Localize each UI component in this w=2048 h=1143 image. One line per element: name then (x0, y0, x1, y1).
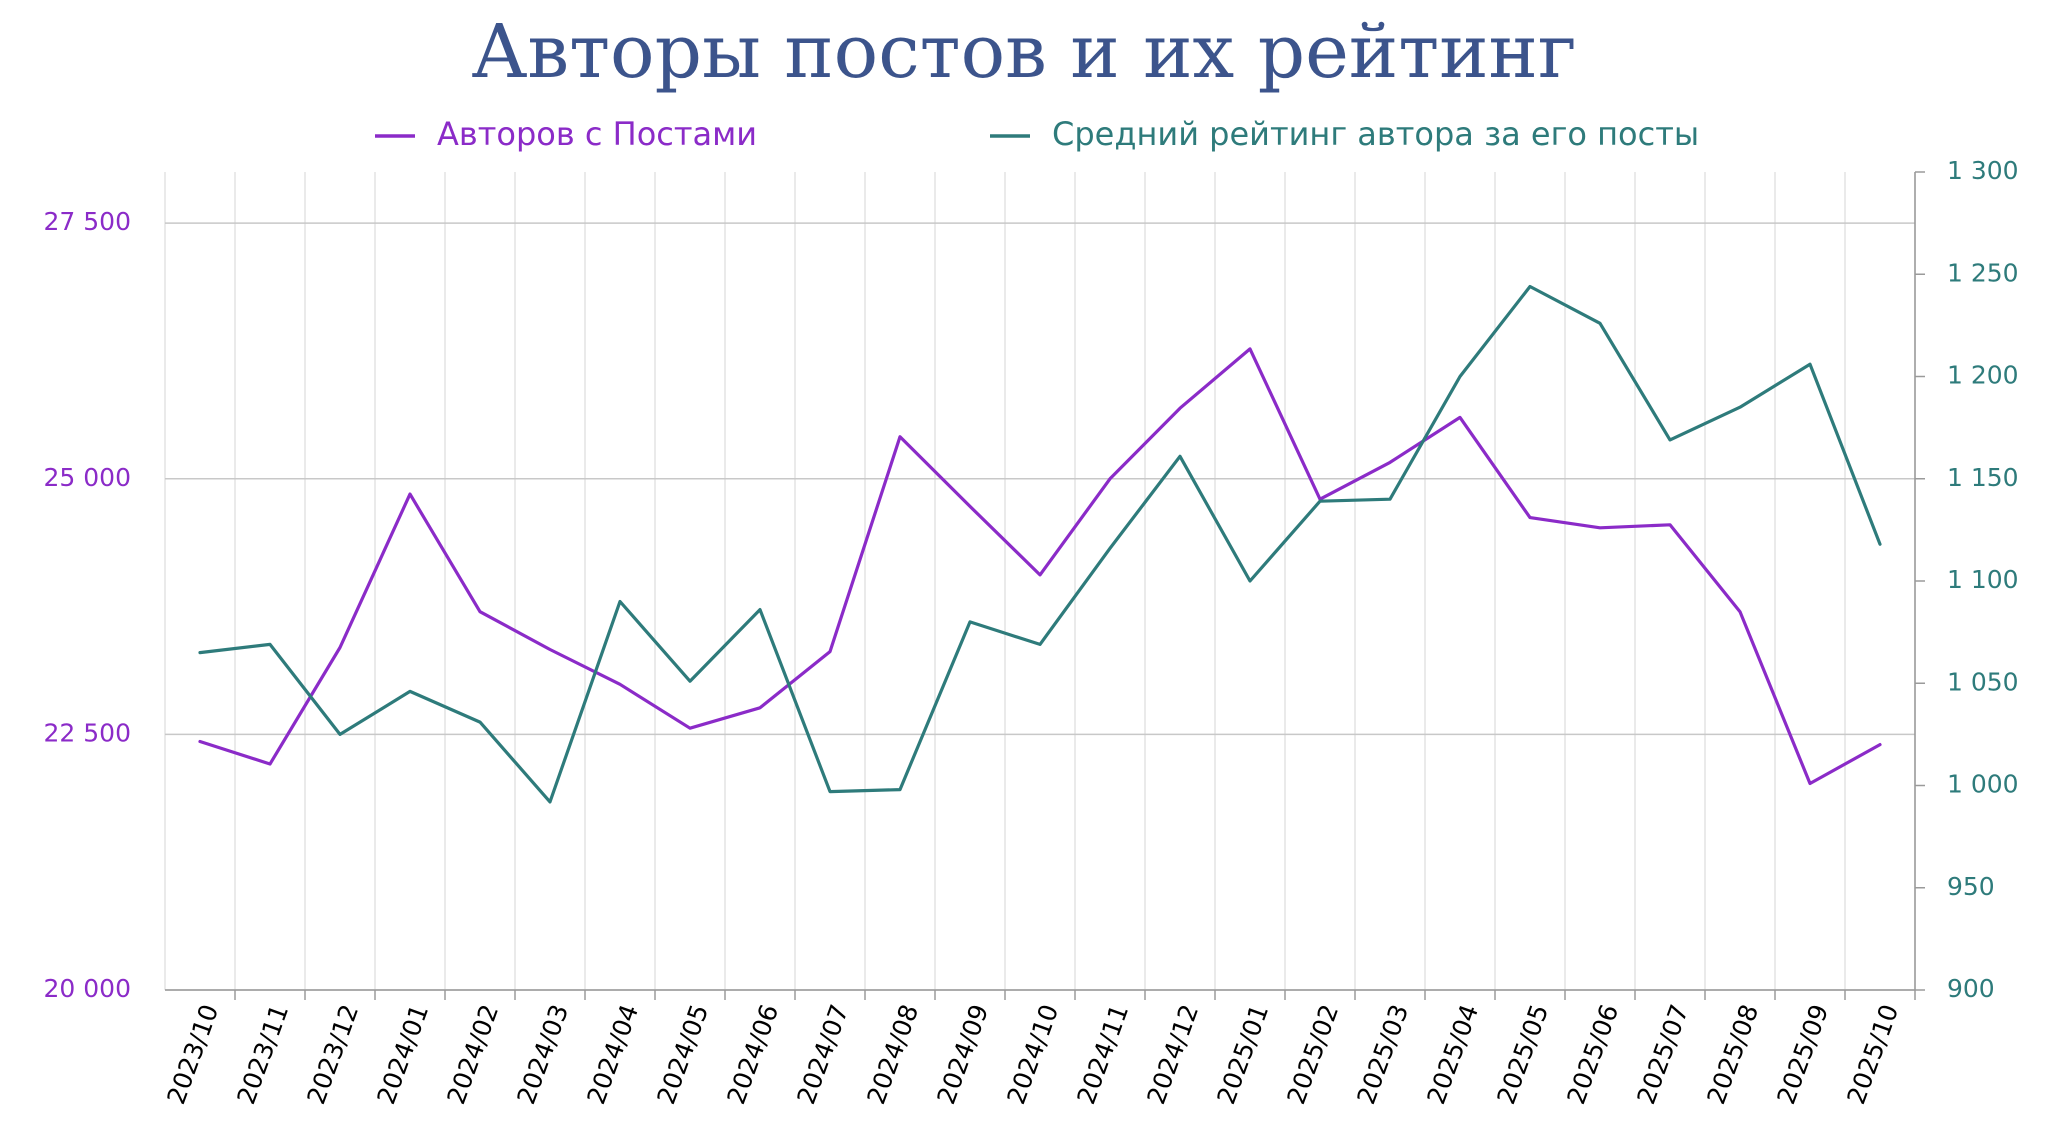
x-tick-label: 2025/07 (1631, 1001, 1694, 1109)
y-right-tick-label: 1 150 (1947, 463, 2019, 492)
y-left-tick-label: 27 500 (44, 207, 131, 236)
series-lines (198, 284, 1882, 804)
x-tick-label: 2024/04 (581, 1001, 644, 1109)
x-tick-label: 2024/10 (1001, 1001, 1064, 1109)
y-right-tick-label: 900 (1947, 974, 1995, 1003)
series-line-2 (198, 284, 1882, 804)
series-line-1 (198, 347, 1882, 786)
grid-lines (164, 172, 1915, 991)
x-tick-label: 2024/11 (1071, 1001, 1134, 1109)
x-tick-label: 2025/04 (1421, 1001, 1484, 1109)
y-right-tick-label: 1 050 (1947, 667, 2019, 696)
x-tick-label: 2025/09 (1771, 1001, 1834, 1109)
x-tick-label: 2023/11 (231, 1001, 294, 1109)
y-right-tick-label: 1 250 (1947, 258, 2019, 287)
x-tick-label: 2025/06 (1561, 1001, 1624, 1109)
legend-label-1: Авторов с Постами (437, 115, 757, 153)
y-right-tick-label: 1 100 (1947, 565, 2019, 594)
y-left-tick-label: 20 000 (44, 974, 131, 1003)
x-tick-label: 2024/12 (1141, 1001, 1204, 1109)
y-right-tick-label: 1 300 (1947, 156, 2019, 185)
x-tick-label: 2024/08 (861, 1001, 924, 1109)
chart-title: Авторы постов и их рейтинг (471, 9, 1577, 95)
y-right-tick-label: 1 000 (1947, 770, 2019, 799)
legend: Авторов с Постами Средний рейтинг автора … (375, 115, 1699, 153)
x-tick-label: 2025/08 (1701, 1001, 1764, 1109)
y-right-tick-label: 1 200 (1947, 361, 2019, 390)
x-tick-label: 2025/02 (1281, 1001, 1344, 1109)
x-tick-label: 2025/01 (1211, 1001, 1274, 1109)
x-tick-label: 2024/07 (791, 1001, 854, 1109)
x-tick-label: 2023/12 (301, 1001, 364, 1109)
y-right-tick-label: 950 (1947, 872, 1995, 901)
x-tick-label: 2025/05 (1491, 1001, 1554, 1109)
axes: 2023/10 2023/11 2023/12 2024/01 2024/02 2024/… (44, 156, 2019, 1108)
x-tick-label: 2025/10 (1841, 1001, 1904, 1109)
x-tick-label: 2025/03 (1351, 1001, 1414, 1109)
x-tick-label: 2024/09 (931, 1001, 994, 1109)
y-left-tick-label: 22 500 (44, 718, 131, 747)
x-tick-label: 2024/05 (651, 1001, 714, 1109)
x-tick-label: 2024/03 (511, 1001, 574, 1109)
legend-label-2: Средний рейтинг автора за его посты (1052, 115, 1699, 153)
x-tick-label: 2024/01 (371, 1001, 434, 1109)
y-left-tick-label: 25 000 (44, 463, 131, 492)
x-tick-label: 2023/10 (161, 1001, 224, 1109)
x-tick-label: 2024/06 (721, 1001, 784, 1109)
x-tick-label: 2024/02 (441, 1001, 504, 1109)
